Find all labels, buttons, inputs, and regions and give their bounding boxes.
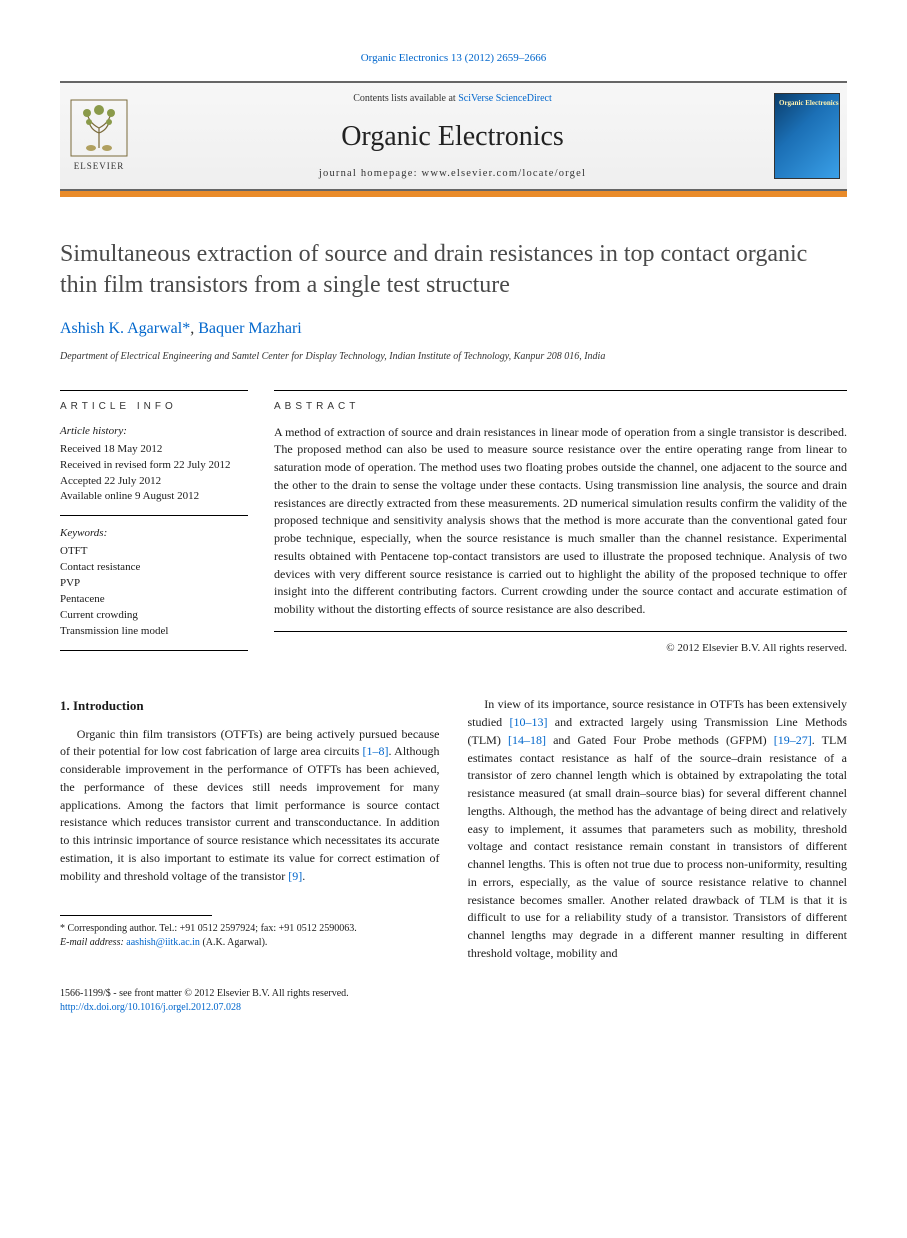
header-center: Contents lists available at SciVerse Sci… — [138, 83, 767, 190]
abstract-text: A method of extraction of source and dra… — [274, 424, 847, 632]
left-column: 1. Introduction Organic thin film transi… — [60, 696, 440, 962]
history-accepted: Accepted 22 July 2012 — [60, 474, 248, 490]
contents-prefix: Contents lists available at — [353, 93, 458, 104]
intro-p2-text-d: . TLM estimates contact resistance as ha… — [468, 733, 848, 960]
keyword-1: OTFT — [60, 544, 248, 560]
author-2-link[interactable]: Baquer Mazhari — [198, 320, 302, 337]
journal-homepage: journal homepage: www.elsevier.com/locat… — [148, 166, 757, 182]
ref-link-9[interactable]: [9] — [288, 869, 302, 883]
article-info-heading: ARTICLE INFO — [60, 390, 248, 414]
elsevier-tree-icon — [69, 98, 129, 158]
article-title: Simultaneous extraction of source and dr… — [60, 239, 847, 300]
author-1-link[interactable]: Ashish K. Agarwal — [60, 320, 182, 337]
author-list: Ashish K. Agarwal*, Baquer Mazhari — [60, 317, 847, 341]
keyword-2: Contact resistance — [60, 560, 248, 576]
keywords-label: Keywords: — [60, 526, 248, 542]
page: Organic Electronics 13 (2012) 2659–2666 … — [0, 0, 907, 1055]
footnote-rule — [60, 915, 212, 916]
history-online: Available online 9 August 2012 — [60, 489, 248, 505]
publisher-name: ELSEVIER — [74, 160, 125, 174]
citation-line: Organic Electronics 13 (2012) 2659–2666 — [60, 50, 847, 67]
abstract-column: ABSTRACT A method of extraction of sourc… — [274, 390, 847, 657]
keyword-3: PVP — [60, 576, 248, 592]
intro-p1-text-c: . — [302, 869, 305, 883]
ref-link-1-8[interactable]: [1–8] — [363, 744, 389, 758]
article-history: Article history: Received 18 May 2012 Re… — [60, 424, 248, 517]
intro-paragraph-1: Organic thin film transistors (OTFTs) ar… — [60, 726, 440, 886]
orange-divider — [60, 191, 847, 197]
keywords-block: Keywords: OTFT Contact resistance PVP Pe… — [60, 526, 248, 651]
ref-link-19-27[interactable]: [19–27] — [774, 733, 812, 747]
body-two-columns: 1. Introduction Organic thin film transi… — [60, 696, 847, 962]
intro-paragraph-2: In view of its importance, source resist… — [468, 696, 848, 962]
bottom-metadata: 1566-1199/$ - see front matter © 2012 El… — [60, 987, 847, 1015]
history-received: Received 18 May 2012 — [60, 442, 248, 458]
doi-link[interactable]: http://dx.doi.org/10.1016/j.orgel.2012.0… — [60, 1002, 241, 1013]
publisher-logo: ELSEVIER — [60, 83, 138, 190]
journal-name: Organic Electronics — [148, 116, 757, 158]
abstract-copyright: © 2012 Elsevier B.V. All rights reserved… — [274, 640, 847, 657]
keyword-6: Transmission line model — [60, 624, 248, 640]
keyword-5: Current crowding — [60, 608, 248, 624]
email-label: E-mail address: — [60, 937, 126, 948]
right-column: In view of its importance, source resist… — [468, 696, 848, 962]
intro-p1-text-b: . Although considerable improvement in t… — [60, 744, 440, 882]
journal-header: ELSEVIER Contents lists available at Sci… — [60, 81, 847, 192]
history-label: Article history: — [60, 424, 248, 440]
info-abstract-row: ARTICLE INFO Article history: Received 1… — [60, 390, 847, 657]
email-footnote: E-mail address: aashish@iitk.ac.in (A.K.… — [60, 936, 440, 950]
intro-p2-text-c: and Gated Four Probe methods (GFPM) — [546, 733, 774, 747]
email-suffix: (A.K. Agarwal). — [200, 937, 267, 948]
cover-image: Organic Electronics — [774, 93, 840, 179]
abstract-heading: ABSTRACT — [274, 390, 847, 414]
keyword-4: Pentacene — [60, 592, 248, 608]
sciencedirect-link[interactable]: SciVerse ScienceDirect — [458, 93, 552, 104]
ref-link-14-18[interactable]: [14–18] — [508, 733, 546, 747]
footnotes: * Corresponding author. Tel.: +91 0512 2… — [60, 922, 440, 950]
intro-heading: 1. Introduction — [60, 696, 440, 715]
email-link[interactable]: aashish@iitk.ac.in — [126, 937, 200, 948]
contents-available-line: Contents lists available at SciVerse Sci… — [148, 91, 757, 106]
affiliation: Department of Electrical Engineering and… — [60, 349, 847, 364]
title-block: Simultaneous extraction of source and dr… — [60, 239, 847, 363]
history-revised: Received in revised form 22 July 2012 — [60, 458, 248, 474]
front-matter-line: 1566-1199/$ - see front matter © 2012 El… — [60, 987, 847, 1001]
article-info-column: ARTICLE INFO Article history: Received 1… — [60, 390, 248, 657]
cover-title: Organic Electronics — [779, 98, 839, 109]
journal-cover-thumb: Organic Electronics — [767, 83, 847, 190]
corresponding-author-footnote: * Corresponding author. Tel.: +91 0512 2… — [60, 922, 440, 936]
ref-link-10-13[interactable]: [10–13] — [509, 715, 547, 729]
